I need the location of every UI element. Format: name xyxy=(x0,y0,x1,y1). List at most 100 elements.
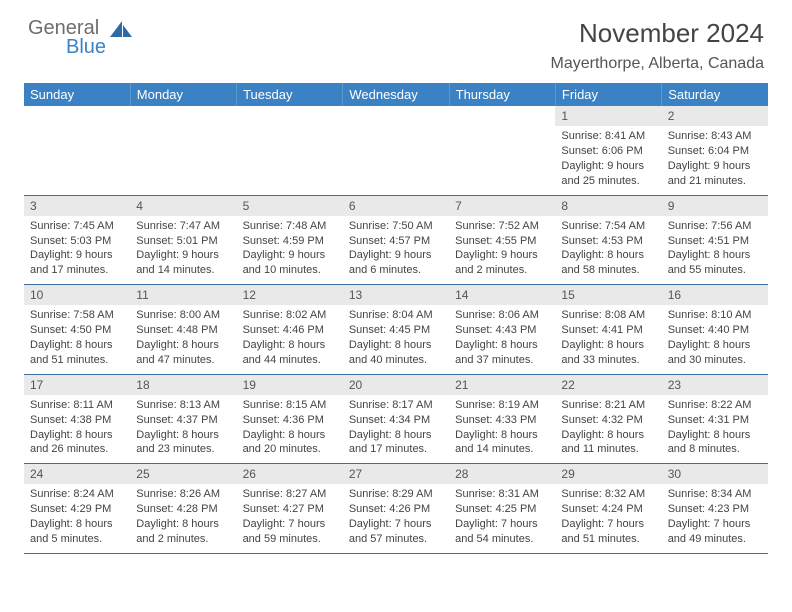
day-body: Sunrise: 7:58 AMSunset: 4:50 PMDaylight:… xyxy=(24,305,130,373)
day-number: 28 xyxy=(449,464,555,484)
sunset-line: Sunset: 4:53 PM xyxy=(561,234,655,249)
daylight-line: Daylight: 8 hours and 11 minutes. xyxy=(561,428,655,458)
day-body: Sunrise: 8:04 AMSunset: 4:45 PMDaylight:… xyxy=(343,305,449,373)
sunrise-line: Sunrise: 8:24 AM xyxy=(30,487,124,502)
day-number: 17 xyxy=(24,375,130,395)
calendar-cell: 13Sunrise: 8:04 AMSunset: 4:45 PMDayligh… xyxy=(343,285,449,375)
day-number: 13 xyxy=(343,285,449,305)
sunset-line: Sunset: 4:59 PM xyxy=(243,234,337,249)
day-number: 3 xyxy=(24,196,130,216)
sunset-line: Sunset: 4:50 PM xyxy=(30,323,124,338)
day-body: Sunrise: 7:54 AMSunset: 4:53 PMDaylight:… xyxy=(555,216,661,284)
sunset-line: Sunset: 4:24 PM xyxy=(561,502,655,517)
sunrise-line: Sunrise: 7:56 AM xyxy=(668,219,762,234)
daylight-line: Daylight: 9 hours and 21 minutes. xyxy=(668,159,762,189)
sunset-line: Sunset: 4:33 PM xyxy=(455,413,549,428)
calendar-body: ..........1Sunrise: 8:41 AMSunset: 6:06 … xyxy=(24,106,768,553)
day-body: Sunrise: 7:56 AMSunset: 4:51 PMDaylight:… xyxy=(662,216,768,284)
calendar-cell: 2Sunrise: 8:43 AMSunset: 6:04 PMDaylight… xyxy=(662,106,768,195)
calendar-cell: .. xyxy=(343,106,449,195)
sunset-line: Sunset: 4:43 PM xyxy=(455,323,549,338)
sunrise-line: Sunrise: 8:29 AM xyxy=(349,487,443,502)
day-body: Sunrise: 7:47 AMSunset: 5:01 PMDaylight:… xyxy=(130,216,236,284)
day-body: Sunrise: 7:52 AMSunset: 4:55 PMDaylight:… xyxy=(449,216,555,284)
day-header: Saturday xyxy=(662,83,768,106)
calendar-week: ..........1Sunrise: 8:41 AMSunset: 6:06 … xyxy=(24,106,768,195)
day-number: 15 xyxy=(555,285,661,305)
day-number: 11 xyxy=(130,285,236,305)
daylight-line: Daylight: 8 hours and 47 minutes. xyxy=(136,338,230,368)
calendar-cell: 10Sunrise: 7:58 AMSunset: 4:50 PMDayligh… xyxy=(24,285,130,375)
day-body: Sunrise: 8:19 AMSunset: 4:33 PMDaylight:… xyxy=(449,395,555,463)
day-header: Friday xyxy=(555,83,661,106)
sunset-line: Sunset: 4:55 PM xyxy=(455,234,549,249)
daylight-line: Daylight: 7 hours and 59 minutes. xyxy=(243,517,337,547)
day-number: 18 xyxy=(130,375,236,395)
day-number: 14 xyxy=(449,285,555,305)
calendar-week: 3Sunrise: 7:45 AMSunset: 5:03 PMDaylight… xyxy=(24,195,768,285)
sunrise-line: Sunrise: 8:34 AM xyxy=(668,487,762,502)
day-header: Monday xyxy=(130,83,236,106)
sunrise-line: Sunrise: 8:17 AM xyxy=(349,398,443,413)
day-number: 25 xyxy=(130,464,236,484)
day-body: Sunrise: 8:13 AMSunset: 4:37 PMDaylight:… xyxy=(130,395,236,463)
day-body: Sunrise: 8:41 AMSunset: 6:06 PMDaylight:… xyxy=(555,126,661,194)
day-body: Sunrise: 8:31 AMSunset: 4:25 PMDaylight:… xyxy=(449,484,555,552)
daylight-line: Daylight: 9 hours and 6 minutes. xyxy=(349,248,443,278)
day-number: 27 xyxy=(343,464,449,484)
day-header: Wednesday xyxy=(343,83,449,106)
sunrise-line: Sunrise: 7:52 AM xyxy=(455,219,549,234)
calendar-cell: 4Sunrise: 7:47 AMSunset: 5:01 PMDaylight… xyxy=(130,195,236,285)
day-body: Sunrise: 8:17 AMSunset: 4:34 PMDaylight:… xyxy=(343,395,449,463)
calendar-head: SundayMondayTuesdayWednesdayThursdayFrid… xyxy=(24,83,768,106)
calendar-cell: 27 Sunrise: 8:29 AMSunset: 4:26 PMDayligh… xyxy=(343,464,449,554)
daylight-line: Daylight: 8 hours and 2 minutes. xyxy=(136,517,230,547)
sunrise-line: Sunrise: 8:21 AM xyxy=(561,398,655,413)
sunrise-line: Sunrise: 8:00 AM xyxy=(136,308,230,323)
calendar-cell: 18Sunrise: 8:13 AMSunset: 4:37 PMDayligh… xyxy=(130,374,236,464)
day-body: Sunrise: 8:26 AMSunset: 4:28 PMDaylight:… xyxy=(130,484,236,552)
day-number: 4 xyxy=(130,196,236,216)
sunrise-line: Sunrise: 7:48 AM xyxy=(243,219,337,234)
daylight-line: Daylight: 8 hours and 55 minutes. xyxy=(668,248,762,278)
sunset-line: Sunset: 4:48 PM xyxy=(136,323,230,338)
daylight-line: Daylight: 8 hours and 5 minutes. xyxy=(30,517,124,547)
sunrise-line: Sunrise: 8:43 AM xyxy=(668,129,762,144)
calendar-cell: 30Sunrise: 8:34 AMSunset: 4:23 PMDayligh… xyxy=(662,464,768,554)
sunset-line: Sunset: 4:25 PM xyxy=(455,502,549,517)
day-body: Sunrise: 7:50 AMSunset: 4:57 PMDaylight:… xyxy=(343,216,449,284)
sunset-line: Sunset: 4:51 PM xyxy=(668,234,762,249)
day-number: 26 xyxy=(237,464,343,484)
day-number: 8 xyxy=(555,196,661,216)
day-body: Sunrise: 8:00 AMSunset: 4:48 PMDaylight:… xyxy=(130,305,236,373)
sunset-line: Sunset: 4:46 PM xyxy=(243,323,337,338)
sunrise-line: Sunrise: 8:13 AM xyxy=(136,398,230,413)
calendar-cell: 1Sunrise: 8:41 AMSunset: 6:06 PMDaylight… xyxy=(555,106,661,195)
brand-word-2: Blue xyxy=(66,37,106,57)
sunset-line: Sunset: 6:04 PM xyxy=(668,144,762,159)
calendar-week: 10Sunrise: 7:58 AMSunset: 4:50 PMDayligh… xyxy=(24,285,768,375)
day-body: Sunrise: 8:10 AMSunset: 4:40 PMDaylight:… xyxy=(662,305,768,373)
day-body: Sunrise: 7:45 AMSunset: 5:03 PMDaylight:… xyxy=(24,216,130,284)
daylight-line: Daylight: 7 hours and 57 minutes. xyxy=(349,517,443,547)
day-number: 9 xyxy=(662,196,768,216)
day-body: Sunrise: 8:15 AMSunset: 4:36 PMDaylight:… xyxy=(237,395,343,463)
day-body: Sunrise: 8:22 AMSunset: 4:31 PMDaylight:… xyxy=(662,395,768,463)
day-number: 29 xyxy=(555,464,661,484)
calendar-cell: 26Sunrise: 8:27 AMSunset: 4:27 PMDayligh… xyxy=(237,464,343,554)
daylight-line: Daylight: 9 hours and 14 minutes. xyxy=(136,248,230,278)
sunset-line: Sunset: 6:06 PM xyxy=(561,144,655,159)
calendar-table: SundayMondayTuesdayWednesdayThursdayFrid… xyxy=(24,83,768,554)
calendar-cell: 15Sunrise: 8:08 AMSunset: 4:41 PMDayligh… xyxy=(555,285,661,375)
sunrise-line: Sunrise: 7:45 AM xyxy=(30,219,124,234)
sunrise-line: Sunrise: 8:10 AM xyxy=(668,308,762,323)
sunrise-line: Sunrise: 8:22 AM xyxy=(668,398,762,413)
sunrise-line: Sunrise: 7:54 AM xyxy=(561,219,655,234)
sunset-line: Sunset: 4:37 PM xyxy=(136,413,230,428)
brand-logo: General Blue xyxy=(28,18,132,57)
day-number: 22 xyxy=(555,375,661,395)
sunset-line: Sunset: 4:26 PM xyxy=(349,502,443,517)
sunrise-line: Sunrise: 8:32 AM xyxy=(561,487,655,502)
day-number: 16 xyxy=(662,285,768,305)
calendar-cell: 29Sunrise: 8:32 AMSunset: 4:24 PMDayligh… xyxy=(555,464,661,554)
